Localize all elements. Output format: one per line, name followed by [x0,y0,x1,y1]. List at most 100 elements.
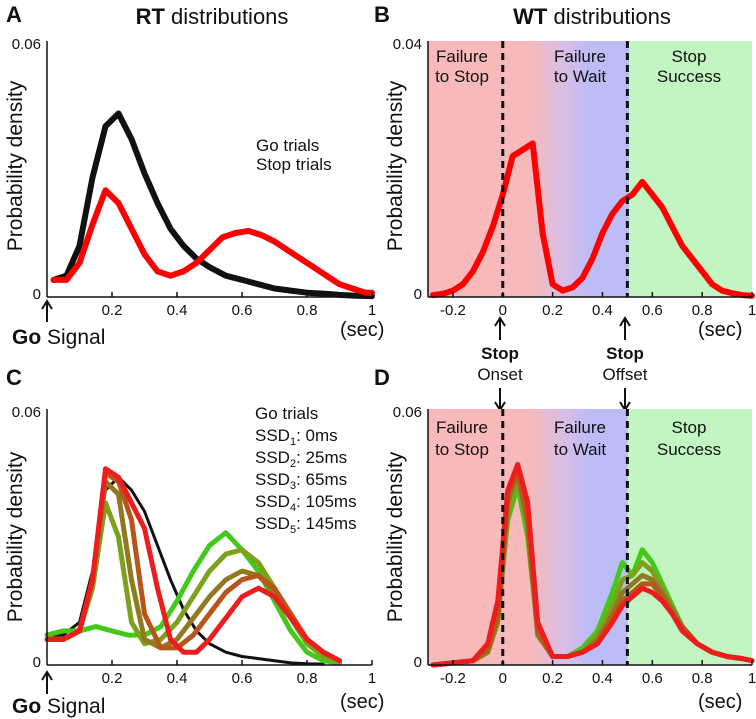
panel-a-go-arrow [41,299,53,322]
panel-c-go-signal: Go Signal [12,695,105,718]
panel-c-legend-ssd4-rest: : 105ms [296,492,356,511]
panel-c-legend-ssd4: SSD4: 105ms [255,492,357,514]
panel-c: C Probability density 0.2 0.4 0.6 0.8 1 0 0.06… [4,365,384,718]
panel-a-title: RT distributions [136,4,289,29]
panel-b-plot: -0.2 0 0.2 0.4 0.6 0.8 1 0 0.04 [393,36,756,319]
panel-c-series-2 [44,530,342,666]
panel-d-ylabel: Probability density [384,451,407,622]
panel-b-ytick-label-2: 0.04 [393,36,422,53]
stop-onset-up-arrow [494,316,506,340]
panel-c-legend-ssd2-sub: 2 [290,458,296,470]
panel-a-ylabel: Probability density [4,80,27,251]
panel-c-go-arrow [41,670,53,694]
panel-d-region-fw-1: Failure [554,418,606,437]
panel-d-region-fw-2: to Wait [554,440,607,459]
panel-c-ytick-label-1: 0 [33,654,41,671]
panel-b-title: WT distributions [513,4,671,29]
panel-d-xtick-label-6: 0.8 [692,670,713,687]
panel-b-region-fs-2: to Stop [435,67,489,86]
panel-b-title-bold: WT [513,4,548,29]
stop-onset-down-arrow [494,388,506,412]
panel-a-legend-stop: Stop trials [256,155,332,174]
stop-offset-down-arrow [619,388,631,412]
panel-c-legend-ssd2-rest: : 25ms [296,448,347,467]
panel-b-ytick-label-1: 0 [414,286,422,303]
panel-d-region-ss-2: Success [657,440,721,459]
panel-a-title-bold: RT [136,4,166,29]
stop-offset-bold: Stop [606,344,644,363]
panel-c-legend-ssd1: SSD1: 0ms [255,426,338,448]
panel-d-xtick-label-3: 0.2 [542,670,563,687]
panel-d-region-ss-1: Stop [672,418,707,437]
stop-offset-rest: Offset [602,365,647,384]
panel-c-xlabel: (sec) [340,691,384,713]
panel-c-legend-ssd3-sub: 3 [290,480,296,492]
panel-d-ytick-label-2: 0.06 [393,404,422,421]
panel-d-xtick-label-4: 0.4 [592,670,613,687]
panel-b-region-fw-2: to Wait [554,67,607,86]
panel-c-xtick-label-3: 0.6 [232,670,253,687]
panel-a: A RT distributions Probability density 0… [4,2,384,349]
panel-letter-b: B [374,2,390,27]
panel-c-legend-ssd1-rest: : 0ms [296,426,338,445]
panel-letter-a: A [6,2,22,27]
panel-d-series-5 [430,462,755,668]
panel-c-go-rest: Signal [41,695,105,718]
panel-c-xtick-label-2: 0.4 [167,670,188,687]
panel-d-xtick-label-1: -0.2 [440,670,466,687]
panel-c-legend-ssd2: SSD2: 25ms [255,448,347,470]
panel-c-legend-go: Go trials [255,404,318,423]
panel-c-xtick-label-1: 0.2 [102,670,123,687]
panel-c-legend-ssd3-rest: : 65ms [296,470,347,489]
panel-a-go-bold: Go [12,326,41,349]
panel-b: B WT distributions Probability density -… [374,2,756,341]
panel-a-plot: 0.2 0.4 0.6 0.8 1 0 0.06 [12,36,376,319]
panel-c-ylabel: Probability density [4,451,27,622]
panel-c-legend-ssd2-main: SSD [255,448,290,467]
panel-b-xtick-label-4: 0.4 [592,302,613,319]
panel-a-xtick-label-4: 0.8 [297,302,318,319]
panel-b-xtick-label-2: 0 [499,302,507,319]
panel-b-title-rest: distributions [547,4,671,29]
panel-d-region-fs-2: to Stop [435,440,489,459]
panel-c-legend-ssd3: SSD3: 65ms [255,470,347,492]
panel-a-xtick-label-1: 0.2 [102,302,123,319]
panel-b-ylabel: Probability density [384,80,407,251]
panel-b-xtick-label-6: 0.8 [692,302,713,319]
panel-c-legend-ssd5-sub: 5 [290,524,296,536]
panel-b-xlabel: (sec) [698,319,742,341]
panel-a-xtick-label-5: 1 [368,302,376,319]
panel-b-xtick-label-1: -0.2 [440,302,466,319]
panel-a-ytick-label-1: 0 [33,286,41,303]
panel-c-legend-ssd1-main: SSD [255,426,290,445]
panel-d-xtick-label-7: 1 [748,670,756,687]
panel-c-legend-ssd5-main: SSD [255,514,290,533]
panel-b-region-ss-1: Stop [672,47,707,66]
panel-d-xlabel: (sec) [698,691,742,713]
panel-c-legend-ssd3-main: SSD [255,470,290,489]
panel-c-series-6 [44,466,342,664]
stop-onset-rest: Onset [477,365,523,384]
panel-c-legend-ssd5-rest: : 145ms [296,514,356,533]
panel-d-xtick-label-5: 0.6 [642,670,663,687]
panel-b-region-fs-1: Failure [436,47,488,66]
panel-d-plot: -0.2 0 0.2 0.4 0.6 0.8 1 0 0.06 [393,404,756,687]
panel-a-series-1 [50,110,375,300]
panel-b-series-1 [430,140,755,299]
panel-c-legend-ssd4-main: SSD [255,492,290,511]
panel-d-ytick-label-1: 0 [414,654,422,671]
panel-c-legend-ssd4-sub: 4 [290,502,296,514]
panel-d-background [428,409,752,665]
panel-c-legend-ssd5: SSD5: 145ms [255,514,357,536]
panel-c-plot: 0.2 0.4 0.6 0.8 1 0 0.06 [12,404,376,687]
panel-a-go-rest: Signal [41,326,105,349]
panel-c-xtick-label-5: 1 [368,670,376,687]
panel-c-legend: Go trials SSD1: 0ms SSD2: 25ms SSD3: 65m… [255,404,357,536]
stop-offset-up-arrow [619,316,631,340]
panel-b-region-ss-2: Success [657,67,721,86]
panel-c-legend-go-main: Go trials [255,404,318,423]
stop-annotations: Stop Onset Stop Offset [477,316,648,412]
panel-c-xtick-label-4: 0.8 [297,670,318,687]
panel-d-region-fs-1: Failure [436,418,488,437]
panel-letter-c: C [6,365,22,390]
